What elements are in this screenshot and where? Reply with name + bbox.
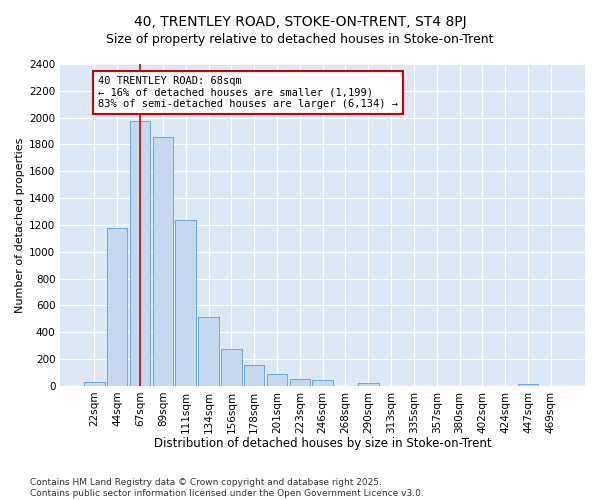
Bar: [290, 379, 310, 386]
Bar: [107, 228, 127, 386]
Bar: [84, 382, 104, 386]
Text: 40 TRENTLEY ROAD: 68sqm
← 16% of detached houses are smaller (1,199)
83% of semi: 40 TRENTLEY ROAD: 68sqm ← 16% of detache…: [98, 76, 398, 110]
Bar: [130, 121, 151, 386]
Bar: [152, 137, 173, 386]
Y-axis label: Number of detached properties: Number of detached properties: [15, 137, 25, 312]
Bar: [518, 384, 538, 386]
Bar: [358, 383, 379, 386]
Text: Contains HM Land Registry data © Crown copyright and database right 2025.
Contai: Contains HM Land Registry data © Crown c…: [30, 478, 424, 498]
Bar: [244, 365, 265, 386]
X-axis label: Distribution of detached houses by size in Stoke-on-Trent: Distribution of detached houses by size …: [154, 437, 491, 450]
Text: 40, TRENTLEY ROAD, STOKE-ON-TRENT, ST4 8PJ: 40, TRENTLEY ROAD, STOKE-ON-TRENT, ST4 8…: [134, 15, 466, 29]
Bar: [221, 349, 242, 386]
Text: Size of property relative to detached houses in Stoke-on-Trent: Size of property relative to detached ho…: [106, 32, 494, 46]
Bar: [313, 380, 333, 386]
Bar: [175, 220, 196, 386]
Bar: [267, 374, 287, 386]
Bar: [198, 317, 219, 386]
